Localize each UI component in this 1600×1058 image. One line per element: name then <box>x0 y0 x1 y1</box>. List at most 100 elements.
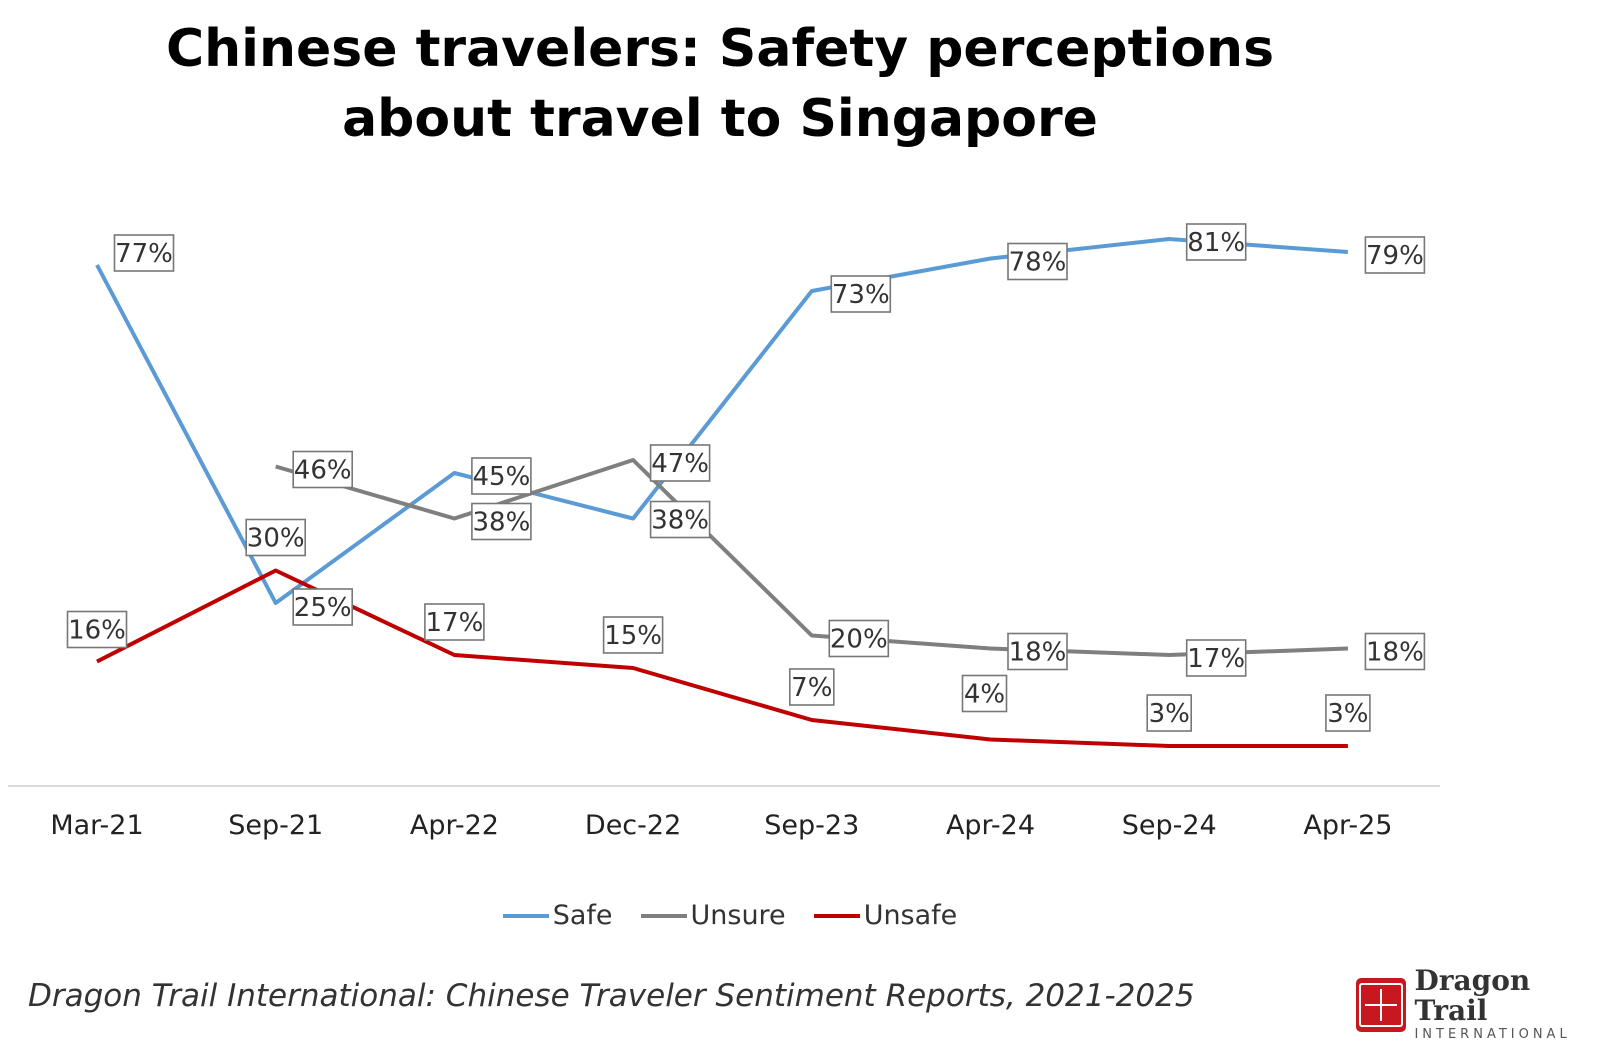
legend-swatch-unsafe <box>813 913 860 918</box>
data-label-text: 78% <box>1009 248 1067 278</box>
dragon-trail-logo: Dragon Trail INTERNATIONAL <box>1356 966 1600 1044</box>
data-label-box <box>292 450 354 489</box>
x-tick-sep-24: Sep-24 <box>1122 810 1217 841</box>
data-label-safe-sep-23: 73% <box>830 275 892 313</box>
chart-title-line-1: Chinese travelers: Safety perceptions <box>165 19 1275 79</box>
data-label-box <box>424 603 485 641</box>
x-tick-dec-22: Dec-22 <box>585 810 681 841</box>
data-label-box <box>830 275 892 313</box>
data-label-box <box>1364 236 1426 274</box>
data-label-box <box>471 457 532 495</box>
data-label-box <box>649 444 711 482</box>
data-label-text: 7% <box>791 673 832 703</box>
data-label-text: 3% <box>1149 699 1190 729</box>
legend-label-safe: Safe <box>552 900 613 931</box>
data-label-text: 15% <box>604 621 662 651</box>
data-label-box <box>828 619 890 658</box>
data-label-box <box>788 668 835 706</box>
data-label-text: 3% <box>1327 699 1368 729</box>
x-tick-sep-23: Sep-23 <box>764 810 859 841</box>
data-label-text: 25% <box>294 593 352 623</box>
data-label-safe-apr-24: 78% <box>1007 242 1068 281</box>
line-chart: 77% 25% 45% 38% 73% 78% 81% 79% 46% 38% 47% 20% 18% 1… <box>8 223 1440 841</box>
data-label-unsafe-sep-23: 7% <box>788 668 835 706</box>
data-labels: 77% 25% 45% 38% 73% 78% 81% 79% 46% 38% 47% 20% 18% 1… <box>66 223 1426 732</box>
data-label-text: 17% <box>1187 644 1245 674</box>
x-tick-apr-25: Apr-25 <box>1303 810 1392 841</box>
data-label-text: 77% <box>115 239 173 269</box>
legend-item-unsafe: Unsafe <box>813 900 958 931</box>
data-label-unsafe-apr-24: 4% <box>961 674 1008 713</box>
data-label-box <box>292 588 354 626</box>
data-label-unsafe-sep-21: 30% <box>245 518 306 557</box>
data-label-unsafe-apr-25: 3% <box>1325 694 1371 732</box>
data-label-unsure-dec-22: 47% <box>649 444 711 482</box>
series-line-safe <box>95 237 1349 605</box>
data-label-box <box>245 518 306 557</box>
logo-name: Dragon Trail <box>1414 964 1531 1027</box>
series-line-unsure <box>275 458 1348 657</box>
data-label-unsafe-mar-21: 16% <box>66 610 128 649</box>
data-label-box <box>1007 242 1068 281</box>
legend-label-unsure: Unsure <box>690 900 786 931</box>
data-label-unsafe-sep-24: 3% <box>1146 694 1192 732</box>
data-label-box <box>113 234 175 272</box>
data-label-text: 20% <box>830 625 888 655</box>
data-label-text: 38% <box>651 506 709 536</box>
data-label-unsure-sep-23: 20% <box>828 619 890 658</box>
legend-item-safe: Safe <box>502 900 613 931</box>
data-label-text: 18% <box>1366 638 1424 668</box>
source-note: Dragon Trail International: Chinese Trav… <box>28 978 1195 1014</box>
x-tick-mar-21: Mar-21 <box>50 810 143 841</box>
x-tick-sep-21: Sep-21 <box>228 810 323 841</box>
x-tick-apr-24: Apr-24 <box>946 810 1035 841</box>
legend-swatch-unsure <box>640 913 687 918</box>
series-lines <box>95 237 1349 748</box>
data-label-text: 18% <box>1009 638 1067 668</box>
seal-icon <box>1356 978 1407 1032</box>
data-label-box <box>1364 632 1426 671</box>
data-label-unsure-sep-24: 17% <box>1185 639 1247 677</box>
data-label-safe-dec-22: 38% <box>649 500 711 539</box>
data-label-text: 4% <box>964 680 1005 710</box>
data-label-text: 38% <box>473 508 531 538</box>
chart-title: Chinese travelers: Safety perceptions ab… <box>120 14 1320 154</box>
data-label-text: 45% <box>473 462 531 492</box>
data-label-box <box>1325 694 1371 732</box>
data-label-box <box>961 674 1008 713</box>
data-label-safe-sep-24: 81% <box>1185 223 1247 261</box>
data-label-unsure-apr-25: 18% <box>1364 632 1426 671</box>
x-tick-apr-22: Apr-22 <box>410 810 499 841</box>
data-label-box <box>1007 632 1068 671</box>
data-label-box <box>66 610 128 649</box>
data-label-text: 79% <box>1366 241 1424 271</box>
data-label-safe-mar-21: 77% <box>113 234 175 272</box>
data-label-text: 46% <box>294 456 352 486</box>
data-label-box <box>1185 223 1247 261</box>
data-label-unsure-apr-22: 38% <box>471 502 532 541</box>
data-label-text: 16% <box>68 616 126 646</box>
x-axis-ticks: Mar-21 Sep-21 Apr-22 Dec-22 Sep-23 Apr-24 Sep-… <box>50 810 1392 841</box>
legend-label-unsafe: Unsafe <box>863 900 958 931</box>
data-label-box <box>1146 694 1192 732</box>
data-label-safe-sep-21: 25% <box>292 588 354 626</box>
data-label-text: 47% <box>651 449 709 479</box>
data-label-text: 17% <box>426 608 484 638</box>
data-label-safe-apr-22: 45% <box>471 457 532 495</box>
data-label-unsafe-apr-22: 17% <box>424 603 485 641</box>
data-label-unsure-apr-24: 18% <box>1007 632 1068 671</box>
series-line-unsafe <box>96 568 1348 748</box>
legend-swatch-safe <box>502 913 549 918</box>
data-label-text: 30% <box>247 524 305 554</box>
data-label-text: 73% <box>832 280 890 310</box>
data-label-box <box>649 500 711 539</box>
data-label-safe-apr-25: 79% <box>1364 236 1426 274</box>
data-label-box <box>1185 639 1247 677</box>
logo-subtitle: INTERNATIONAL <box>1414 1027 1571 1042</box>
chart-title-line-2: about travel to Singapore <box>342 89 1098 149</box>
legend-item-unsure: Unsure <box>640 900 786 931</box>
data-label-text: 81% <box>1187 228 1245 258</box>
data-label-box <box>602 616 664 654</box>
legend: Safe Unsure Unsafe <box>0 900 1460 931</box>
data-label-unsure-sep-21: 46% <box>292 450 354 489</box>
